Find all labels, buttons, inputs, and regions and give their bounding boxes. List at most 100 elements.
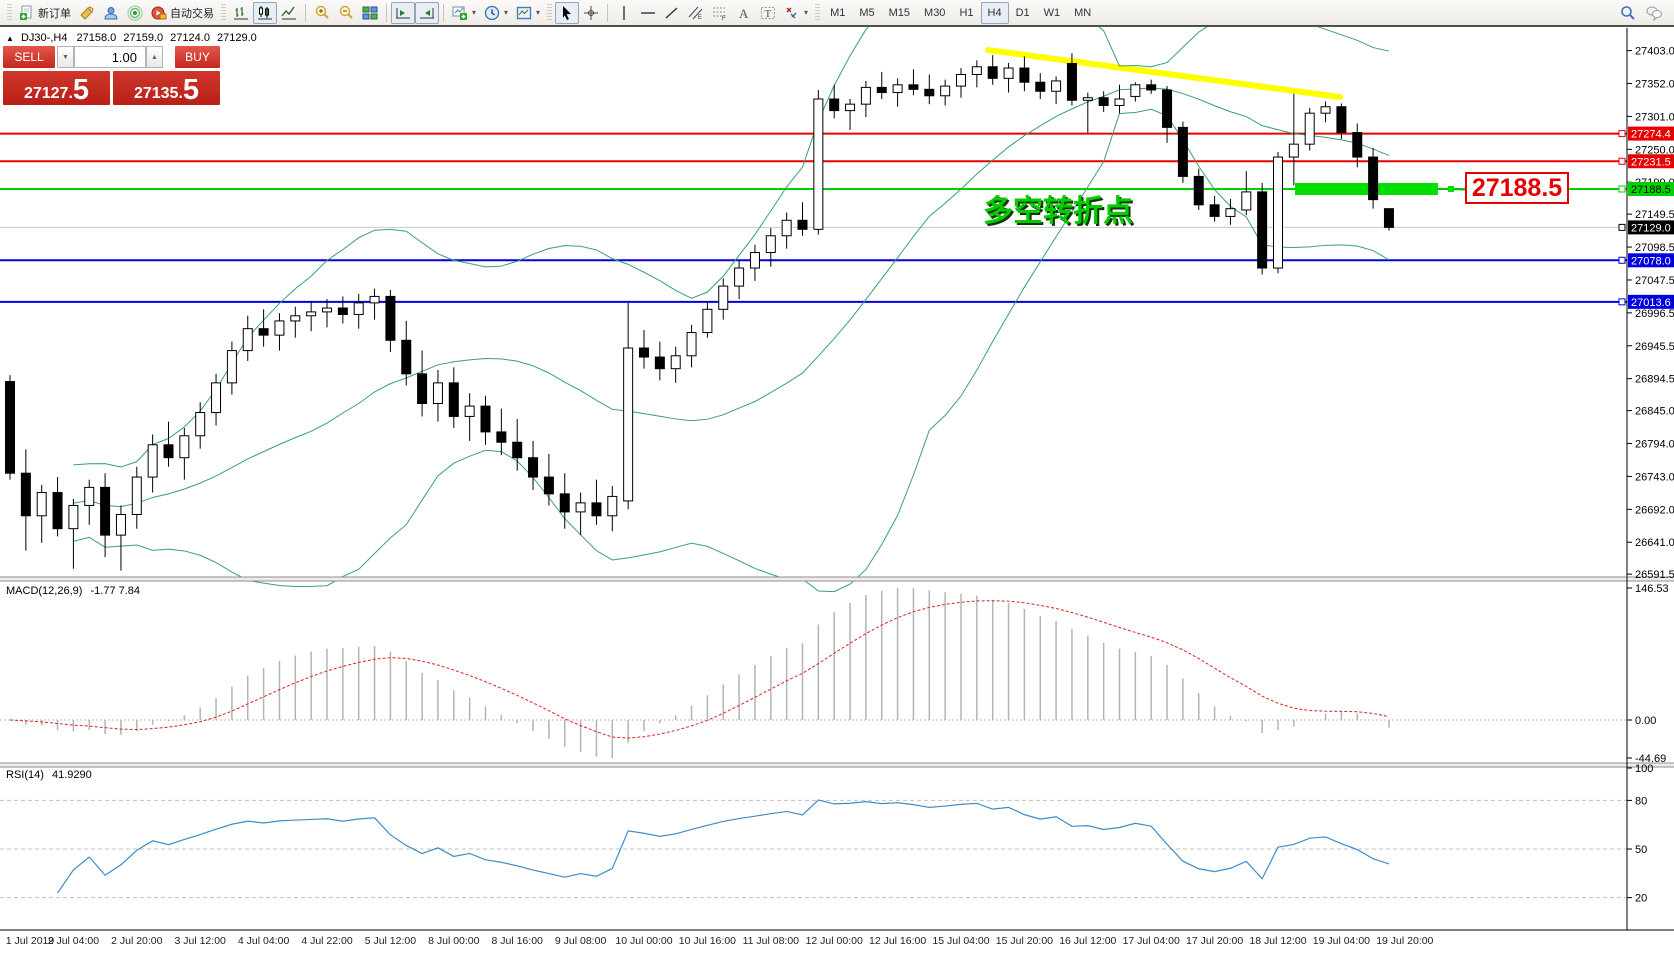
candle-body <box>52 492 63 530</box>
new-order-label: 新订单 <box>38 7 71 20</box>
new-order-button[interactable]: 新订单 <box>15 2 75 24</box>
price-tick-label: 26591.5 <box>1635 569 1674 581</box>
volume-increase-button[interactable]: ▲ <box>146 46 163 68</box>
dropdown-arrow-icon: ▾ <box>472 8 477 17</box>
autotrading-button[interactable]: 自动交易 <box>147 2 218 24</box>
signals-button[interactable] <box>123 2 147 24</box>
timeframe-m15-button[interactable]: M15 <box>888 6 911 19</box>
bar-chart-button[interactable] <box>229 2 253 24</box>
crosshair-icon <box>584 5 599 20</box>
price-badge <box>1628 154 1674 169</box>
candle-body <box>797 219 808 230</box>
equidistant-channel-button[interactable]: E <box>684 2 708 24</box>
timeframe-group: M1 M5 M15 M30 H1 H4 D1 W1 MN <box>823 1 1098 24</box>
svg-text:A: A <box>739 6 749 21</box>
toolbar-grip[interactable] <box>221 3 226 22</box>
timeframe-h1-button[interactable]: H1 <box>959 6 974 19</box>
chart-shift-button[interactable] <box>391 1 415 24</box>
toolbar-grip[interactable] <box>815 3 821 22</box>
candle-body <box>1130 84 1141 97</box>
price-axis[interactable]: 27403.027352.027301.027250.027199.027149… <box>1618 46 1674 905</box>
timeframe-d1-button[interactable]: D1 <box>1015 6 1030 19</box>
rsi-tick-label: 50 <box>1635 844 1647 856</box>
buy-price[interactable]: 27135. 5 <box>113 71 220 105</box>
price-badge <box>1628 182 1674 196</box>
pane-divider[interactable] <box>0 763 1674 767</box>
candle-body <box>258 328 269 336</box>
new-chart-button[interactable]: ▾ <box>448 2 480 24</box>
time-tick-label: 16 Jul 12:00 <box>1059 935 1116 947</box>
time-tick-label: 2 Jul 20:00 <box>111 935 163 947</box>
collapse-arrow-icon[interactable]: ▲ <box>6 34 14 43</box>
toolbar-grip[interactable] <box>7 3 12 22</box>
autotrading-label: 自动交易 <box>170 7 214 20</box>
macd-tick-label: -44.69 <box>1635 753 1666 765</box>
volume-input[interactable]: 1.00 <box>74 46 146 68</box>
candle-body <box>1114 98 1125 106</box>
cursor-button[interactable] <box>555 1 580 24</box>
time-tick-label: 4 Jul 22:00 <box>301 935 353 947</box>
horizontal-line-button[interactable] <box>636 2 660 24</box>
templates-icon <box>516 6 532 19</box>
mql5-community-button[interactable] <box>99 2 123 24</box>
text-button[interactable]: A <box>732 2 756 24</box>
annotation-text[interactable]: 多空转折点 <box>983 186 1133 230</box>
candle-body <box>718 285 729 310</box>
sell-button[interactable]: SELL <box>3 46 55 68</box>
candles <box>5 53 1394 571</box>
timeframe-w1-button[interactable]: W1 <box>1043 6 1061 19</box>
auto-scroll-button[interactable] <box>415 1 439 24</box>
candle-body <box>1257 191 1268 269</box>
price-tick-label: 26845.0 <box>1635 406 1674 418</box>
trendline-object[interactable] <box>985 47 1343 100</box>
one-click-trading-panel: SELL ▼ 1.00 ▲ BUY 27127. 5 27135. 5 <box>3 46 220 105</box>
symbol-period-label: DJ30-,H4 <box>20 32 68 44</box>
candle-body <box>115 513 126 536</box>
timeframe-mn-button[interactable]: MN <box>1074 6 1092 19</box>
candle-body <box>68 504 79 530</box>
candle-body <box>1146 84 1157 91</box>
text-label-button[interactable]: T <box>756 2 780 24</box>
templates-button[interactable]: ▾ <box>512 2 544 24</box>
metaeditor-button[interactable] <box>75 2 99 24</box>
bar-chart-icon <box>234 6 248 19</box>
timeframe-m5-button[interactable]: M5 <box>859 6 875 19</box>
candle-body <box>749 252 760 269</box>
sell-price[interactable]: 27127. 5 <box>3 71 110 105</box>
time-tick-label: 17 Jul 04:00 <box>1123 935 1180 947</box>
tile-windows-button[interactable] <box>358 2 382 24</box>
chart-canvas[interactable]: 27403.027352.027301.027250.027199.027149… <box>0 26 1674 953</box>
vertical-line-button[interactable] <box>612 2 636 24</box>
candle-body <box>623 347 634 502</box>
fibonacci-button[interactable]: F <box>708 2 732 24</box>
zoom-out-icon <box>339 5 353 19</box>
toolbar-grip[interactable] <box>547 3 553 22</box>
new-order-icon <box>20 5 32 20</box>
buy-button[interactable]: BUY <box>175 46 220 68</box>
crosshair-button[interactable] <box>579 2 603 24</box>
chart-title[interactable]: ▲ DJ30-,H4 27158.0 27159.0 27124.0 27129… <box>6 32 257 44</box>
trendline-button[interactable] <box>660 2 684 24</box>
zoom-in-button[interactable] <box>310 2 334 24</box>
volume-decrease-button[interactable]: ▼ <box>57 46 74 68</box>
time-tick-label: 9 Jul 08:00 <box>555 935 607 947</box>
candle-body <box>385 295 396 341</box>
price-callout[interactable]: 27188.5 <box>1465 172 1569 204</box>
line-chart-button[interactable] <box>277 2 301 24</box>
arrows-button[interactable]: ▾ <box>780 2 812 24</box>
search-icon[interactable] <box>1620 5 1636 21</box>
callout-value: 27188.5 <box>1471 173 1563 202</box>
timeframe-h4-button[interactable]: H4 <box>980 1 1009 24</box>
chat-icon[interactable] <box>1644 5 1664 21</box>
zoom-out-button[interactable] <box>334 2 358 24</box>
period-clock-button[interactable]: ▾ <box>480 2 512 24</box>
candle-body <box>829 98 840 112</box>
candlestick-chart-button[interactable] <box>253 1 277 24</box>
price-tick-label: 27352.0 <box>1635 79 1674 91</box>
line-end-marker <box>1618 185 1626 193</box>
pane-divider[interactable] <box>0 577 1674 581</box>
timeframe-m30-button[interactable]: M30 <box>924 6 946 19</box>
rectangle-object[interactable] <box>1295 183 1438 195</box>
timeframe-m1-button[interactable]: M1 <box>830 6 846 19</box>
